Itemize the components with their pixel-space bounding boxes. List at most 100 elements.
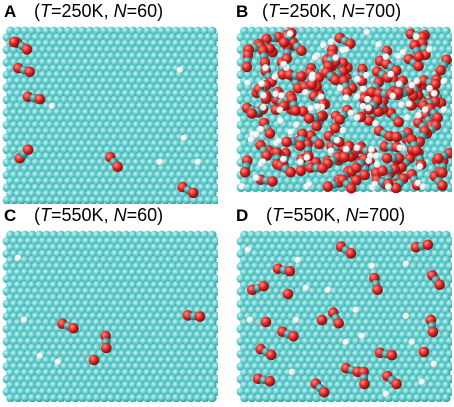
hydrogen-atom [375,41,382,48]
co2-molecule [320,67,341,86]
co2-molecule [247,280,269,296]
co2-molecule [377,163,400,177]
hydrogen-atom [260,92,267,99]
co2-molecule [22,91,46,105]
co2-molecule [308,90,329,110]
hydrogen-atom [419,183,427,191]
co2-molecule [369,272,383,296]
hydrogen-atom [413,77,421,85]
co2-molecule [385,107,404,128]
hydrogen-atom [339,127,347,134]
hydrogen-atom [293,121,300,129]
hydrogen-atom [314,103,321,111]
hydrogen-atom [324,286,332,294]
hydrogen-atom [382,390,390,398]
hydrogen-atom [327,147,335,155]
panel-d-temperature: 550K [293,205,336,225]
hydrogen-atom [276,106,284,114]
co2-molecule [427,270,445,290]
surface-atoms [236,230,452,402]
hydrogen-atom [395,80,403,88]
hydrogen-atom [430,90,438,97]
co2-molecule [257,45,271,68]
hydrogen-atom [252,174,260,182]
co2-molecule [105,152,123,172]
panel-label-c: C [4,206,17,225]
co2-molecule [310,378,330,398]
co2-molecule [57,318,79,334]
panel-title-d: (T=550K, N=700) [266,205,406,225]
hydrogen-atom [365,104,372,112]
hydrogen-atom [48,102,56,110]
hydrogen-atom [372,120,379,127]
co2-molecule [334,32,356,50]
co2-molecule [239,155,253,178]
panel-a-count: 60 [137,1,158,21]
co2-molecule [391,127,414,143]
hydrogen-atom [363,28,371,36]
surface-atoms [2,230,218,402]
hydrogen-atom [176,66,184,74]
hydrogen-atom [259,103,267,111]
hydrogen-atom [363,71,370,79]
co2-molecule [275,160,296,178]
hydrogen-atom [414,179,422,187]
hydrogen-atom [36,352,44,360]
hydrogen-atom [272,90,280,98]
co2-molecule [284,69,307,82]
hydrogen-atom [396,144,404,152]
hydrogen-atom [395,52,403,60]
panel-d-count: 700 [369,205,400,225]
oxygen-atom [418,346,430,358]
hydrogen-atom [402,312,410,320]
hydrogen-atom [342,94,350,102]
hydrogen-atom [342,338,350,346]
hydrogen-atom [262,64,269,72]
hydrogen-atom [398,101,405,109]
co2-molecule [177,181,199,199]
simulation-snapshot-a [2,26,218,204]
hydrogen-atom [412,33,420,41]
hydrogen-atom [353,114,361,122]
hydrogen-atom [246,316,254,324]
hydrogen-atom [288,368,296,376]
oxygen-atom [8,36,20,48]
hydrogen-atom [354,75,361,83]
panel-b-temperature: 250K [289,1,332,21]
hydrogen-atom [426,85,433,92]
hydrogen-atom [353,144,361,152]
hydrogen-atom [238,183,246,190]
co2-molecule [286,93,301,116]
hydrogen-atom [244,79,251,87]
hydrogen-atom [368,262,376,270]
oxygen-atom [282,288,294,300]
hydrogen-atom [347,109,355,117]
hydrogen-atom [389,92,397,100]
hydrogen-atom [385,183,392,191]
hydrogen-atom [426,45,433,53]
oxygen-atom [88,354,100,366]
hydrogen-atom [247,136,255,143]
hydrogen-atom [387,70,395,78]
hydrogen-atom [405,100,413,108]
co2-molecule [294,128,308,151]
hydrogen-atom [14,254,22,262]
panel-title-a: (T=250K, N=60) [34,1,164,21]
hydrogen-atom [257,125,265,133]
hydrogen-atom [275,137,282,145]
co2-molecule [410,239,434,253]
hydrogen-atom [244,246,252,254]
simulation-snapshot-b [236,26,452,194]
panel-c-temperature: 550K [61,205,104,225]
hydrogen-atom [342,46,350,53]
hydrogen-atom [359,102,367,110]
hydrogen-atom [440,77,448,85]
co2-molecule [337,174,357,194]
hydrogen-atom [416,163,424,171]
hydrogen-atom [382,53,390,61]
hydrogen-atom [320,41,327,49]
hydrogen-atom [415,112,422,119]
hydrogen-atom [280,155,287,163]
hydrogen-atom [327,38,335,46]
simulation-snapshot-c [2,230,218,402]
